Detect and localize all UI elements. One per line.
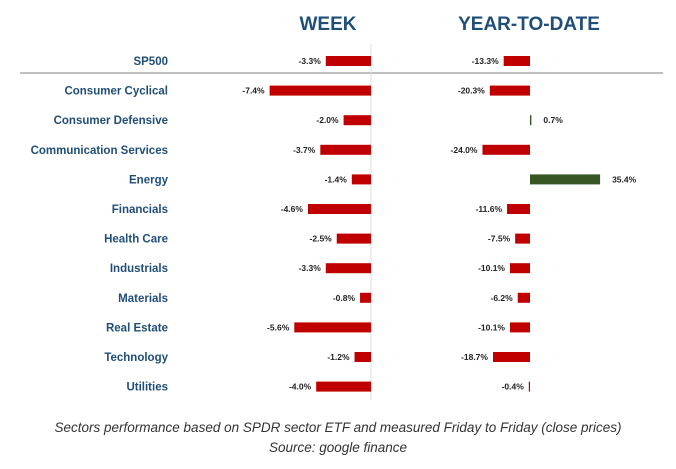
category-label: Energy — [129, 174, 169, 186]
week-bar — [307, 204, 371, 214]
ytd-data-label: -13.3% — [472, 56, 499, 66]
caption-description: Sectors performance based on SPDR sector… — [54, 420, 622, 435]
ytd-bar — [515, 233, 530, 244]
week-bar — [360, 292, 371, 303]
ytd-data-label: -10.1% — [478, 263, 505, 273]
ytd-data-label: -10.1% — [478, 322, 505, 332]
panel-header-week: WEEK — [300, 14, 357, 35]
category-label: Materials — [118, 293, 168, 305]
week-data-label: -0.8% — [333, 293, 356, 303]
ytd-bar — [517, 292, 530, 303]
category-label: SP500 — [133, 56, 168, 68]
ytd-data-label: -6.2% — [491, 293, 514, 303]
week-bar — [320, 144, 371, 155]
ytd-data-label: -11.6% — [476, 204, 503, 214]
category-label: Financials — [112, 204, 168, 216]
ytd-data-label: -24.0% — [451, 145, 478, 155]
week-bar — [294, 322, 371, 333]
week-data-label: -7.4% — [242, 86, 265, 96]
ytd-data-label: -7.5% — [488, 234, 511, 244]
category-label: Health Care — [104, 234, 168, 246]
week-bar — [325, 263, 371, 274]
ytd-bar — [507, 204, 530, 214]
ytd-data-label: -0.4% — [502, 382, 525, 392]
ytd-bar — [489, 85, 530, 96]
ytd-data-label: -18.7% — [461, 352, 488, 362]
panel-header-ytd: YEAR-TO-DATE — [458, 14, 600, 35]
category-label: Consumer Cyclical — [64, 86, 168, 98]
week-bar — [316, 381, 371, 392]
week-data-label: -3.7% — [293, 145, 316, 155]
ytd-bar — [528, 381, 530, 392]
caption-source: Source: google finance — [268, 440, 408, 455]
ytd-bar — [482, 144, 530, 155]
ytd-data-label: -20.3% — [458, 86, 485, 96]
ytd-bar — [503, 56, 530, 66]
week-bar — [325, 56, 371, 66]
ytd-bar — [510, 263, 530, 274]
category-label: Consumer Defensive — [54, 115, 168, 127]
ytd-data-label: 0.7% — [543, 115, 563, 125]
ytd-data-label: 35.4% — [612, 174, 637, 184]
week-bar — [343, 115, 371, 126]
ytd-bar — [530, 115, 532, 126]
week-data-label: -1.2% — [327, 352, 350, 362]
week-data-label: -4.6% — [281, 204, 304, 214]
category-label: Industrials — [110, 263, 168, 275]
week-data-label: -2.5% — [310, 234, 333, 244]
week-data-label: -3.3% — [299, 263, 322, 273]
ytd-bar — [492, 352, 530, 362]
week-data-label: -4.0% — [289, 382, 312, 392]
week-data-label: -1.4% — [325, 174, 348, 184]
week-data-label: -2.0% — [316, 115, 339, 125]
week-bar — [336, 233, 371, 244]
ytd-bar — [510, 322, 530, 333]
ytd-bar — [530, 174, 601, 185]
week-bar — [354, 352, 371, 362]
week-data-label: -3.3% — [299, 56, 322, 66]
category-label: Technology — [104, 352, 168, 364]
category-label: Utilities — [126, 382, 168, 394]
category-label: Real Estate — [106, 322, 168, 334]
week-bar — [269, 85, 371, 96]
week-data-label: -5.6% — [267, 322, 290, 332]
week-bar — [351, 174, 371, 185]
category-label: Communication Services — [31, 145, 168, 157]
